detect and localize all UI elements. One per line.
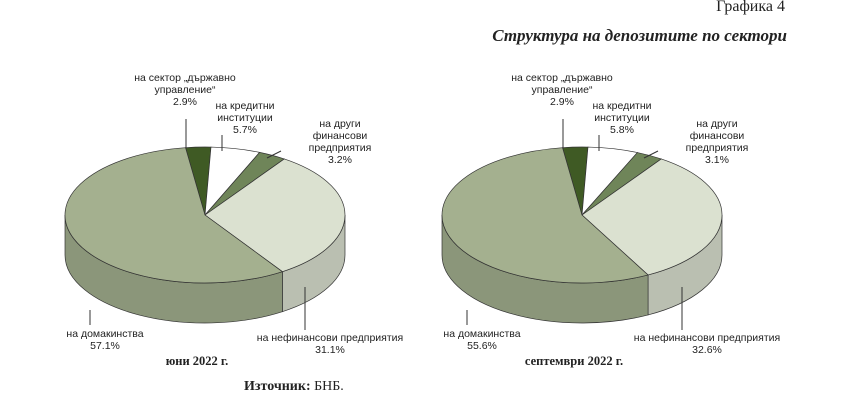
slice-name: на кредитни институции bbox=[592, 100, 652, 124]
leader-line bbox=[266, 150, 282, 159]
slice-value: 3.2% bbox=[328, 154, 352, 166]
slice-value: 57.1% bbox=[90, 340, 120, 352]
slice-value: 5.8% bbox=[610, 124, 634, 136]
slice-label: на други финансови предприятия 3.2% bbox=[295, 118, 385, 166]
slice-value: 3.1% bbox=[705, 154, 729, 166]
slice-value: 32.6% bbox=[692, 344, 722, 356]
slice-name: на сектор „държавно управление“ bbox=[511, 72, 613, 96]
slice-name: на други финансови предприятия bbox=[685, 118, 749, 154]
slice-label: на сектор „държавно управление“ 2.9% bbox=[115, 72, 255, 108]
slice-name: на домакинства bbox=[443, 328, 521, 340]
slice-label: на нефинансови предприятия 32.6% bbox=[607, 332, 807, 356]
slice-value: 2.9% bbox=[550, 96, 574, 108]
slice-label: на кредитни институции 5.8% bbox=[582, 100, 662, 136]
slice-label: на домакинства 57.1% bbox=[45, 328, 165, 352]
pie-slice bbox=[64, 147, 284, 284]
slice-value: 55.6% bbox=[467, 340, 497, 352]
slice-name: на други финансови предприятия bbox=[308, 118, 372, 154]
figure-number: Графика 4 bbox=[716, 0, 785, 15]
chart-caption: юни 2022 г. bbox=[165, 354, 229, 368]
chart-title: Структура на депозитите по сектори bbox=[492, 26, 787, 45]
slice-name: на домакинства bbox=[66, 328, 144, 340]
slice-label: на домакинства 55.6% bbox=[422, 328, 542, 352]
slice-label: на нефинансови предприятия 31.1% bbox=[230, 332, 430, 356]
slice-value: 2.9% bbox=[173, 96, 197, 108]
pie-slice bbox=[204, 158, 346, 273]
slice-value: 31.1% bbox=[315, 344, 345, 356]
leader-line bbox=[643, 150, 659, 159]
slice-value: 5.7% bbox=[233, 124, 257, 136]
slice-label: на сектор „държавно управление“ 2.9% bbox=[492, 72, 632, 108]
pie-slice bbox=[441, 147, 649, 284]
slice-label: на други финансови предприятия 3.1% bbox=[672, 118, 762, 166]
pie-slice bbox=[581, 158, 723, 276]
chart-caption: септември 2022 г. bbox=[524, 354, 624, 368]
slice-name: на кредитни институции bbox=[215, 100, 275, 124]
slice-name: на нефинансови предприятия bbox=[633, 332, 781, 344]
source-label: Източник: bbox=[244, 379, 311, 394]
slice-label: на кредитни институции 5.7% bbox=[205, 100, 285, 136]
slice-name: на нефинансови предприятия bbox=[256, 332, 404, 344]
source: Източник: БНБ. bbox=[244, 379, 344, 395]
source-text: БНБ. bbox=[314, 379, 344, 394]
slice-name: на сектор „държавно управление“ bbox=[134, 72, 236, 96]
